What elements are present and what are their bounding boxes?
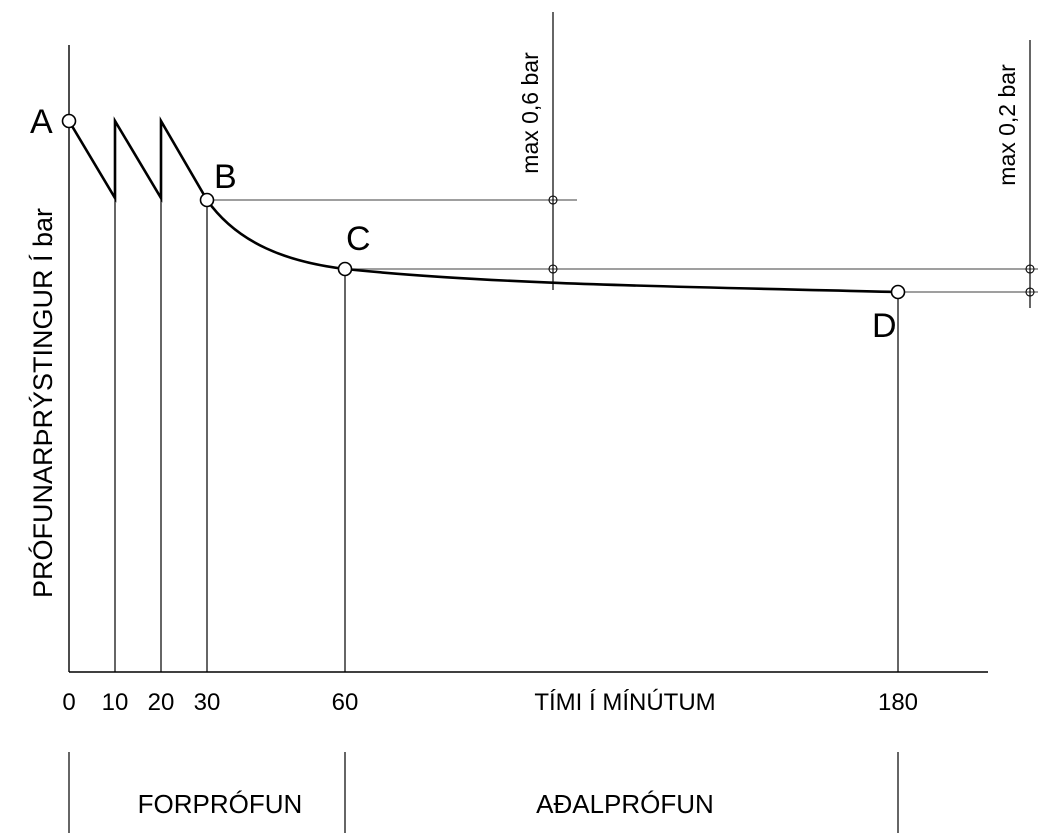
limit-marker-b: [548, 195, 558, 205]
x-tick-label: 60: [332, 689, 359, 716]
point-c-label: C: [346, 220, 371, 258]
x-tick-label: 20: [148, 689, 175, 716]
x-tick-label: 10: [102, 689, 129, 716]
limit-marker-c2: [1025, 264, 1035, 274]
limit-label-first: max 0,6 bar: [517, 52, 543, 174]
limit-marker-c: [548, 264, 558, 274]
point-a-marker: [61, 113, 77, 129]
point-b-label: B: [214, 158, 237, 196]
limit-label-second: max 0,2 bar: [994, 64, 1020, 186]
point-a-label: A: [30, 103, 53, 141]
x-tick-label: 0: [62, 689, 75, 716]
phase-pretest-label: FORPRÓFUN: [138, 789, 303, 819]
x-tick-label: 180: [878, 689, 918, 716]
x-tick-label: 30: [194, 689, 221, 716]
limit-marker-d: [1025, 287, 1035, 297]
point-b-marker: [199, 192, 215, 208]
pressure-curve: [67, 116, 899, 294]
x-axis-title: TÍMI Í MÍNÚTUM: [534, 689, 715, 716]
point-d-marker: [890, 284, 906, 300]
point-d-label: D: [872, 307, 897, 345]
point-c-marker: [337, 261, 353, 277]
phase-maintest-label: AÐALPRÓFUN: [536, 789, 714, 819]
y-axis-title: PRÓFUNARÞRÝSTINGUR Í bar: [27, 208, 58, 598]
